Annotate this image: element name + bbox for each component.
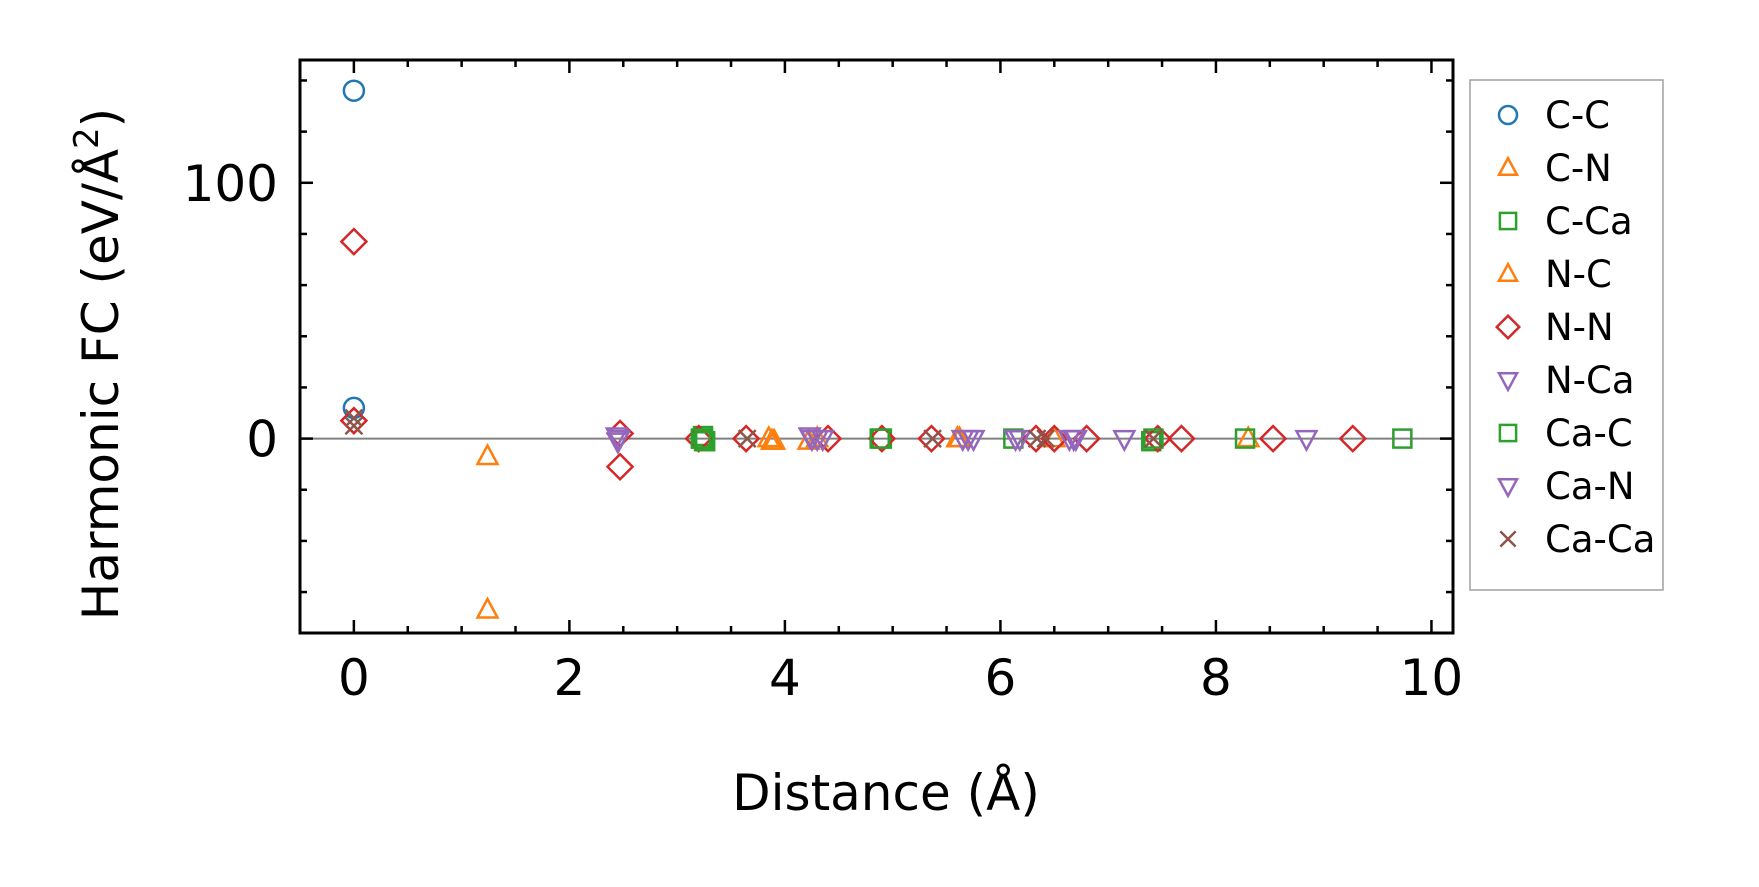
- data-point-n-n: [867, 424, 897, 453]
- data-point-ca-ca: [1036, 429, 1056, 448]
- legend-label-n-ca: N-Ca: [1545, 359, 1635, 402]
- data-point-ca-n: [1294, 429, 1319, 453]
- data-point-c-n: [475, 596, 500, 619]
- data-point-c-c: [342, 79, 366, 102]
- y-axis-label: Harmonic FC (eV/Å2): [67, 108, 130, 620]
- data-point-ca-ca: [737, 429, 757, 448]
- data-point-n-c: [762, 427, 787, 450]
- data-point-ca-ca: [344, 408, 364, 428]
- data-point-n-n: [1167, 424, 1196, 453]
- data-point-n-n: [917, 424, 946, 453]
- plot-border: [298, 58, 1455, 635]
- legend-marker-c-c: [1497, 104, 1519, 126]
- legend-marker-n-n: [1494, 313, 1522, 341]
- data-point-n-n: [1338, 424, 1368, 453]
- x-tick-label: 0: [338, 649, 370, 707]
- ticks-layer: [300, 60, 1453, 633]
- data-point-n-c: [805, 424, 830, 448]
- data-point-ca-ca: [344, 416, 364, 436]
- legend-marker-ca-n: [1496, 478, 1520, 499]
- data-point-ca-ca: [923, 429, 942, 448]
- data-points-layer: [339, 79, 1413, 619]
- data-point-ca-c: [869, 428, 890, 449]
- legend-label-ca-n: Ca-N: [1545, 465, 1635, 508]
- data-point-n-n: [339, 406, 369, 435]
- data-point-c-ca: [1234, 428, 1256, 449]
- x-tick-label: 4: [769, 649, 801, 707]
- legend-label-ca-ca: Ca-Ca: [1545, 518, 1655, 561]
- legend-label-ca-c: Ca-C: [1545, 412, 1633, 455]
- data-point-ca-n: [1007, 429, 1032, 453]
- data-point-n-n: [731, 424, 761, 453]
- data-point-n-n: [1040, 424, 1069, 453]
- data-point-c-ca: [1392, 428, 1413, 449]
- y-axis-label-main: Harmonic FC (eV/Å: [72, 149, 130, 620]
- x-tick-label: 2: [553, 649, 585, 707]
- data-point-ca-n: [1061, 429, 1086, 453]
- x-axis-label: Distance (Å): [732, 764, 1040, 822]
- legend-label-c-n: C-N: [1545, 147, 1612, 190]
- data-point-ca-c: [693, 430, 715, 452]
- legend-marker-n-c: [1496, 261, 1520, 282]
- data-point-ca-n: [606, 429, 632, 453]
- data-point-n-n: [1258, 424, 1288, 453]
- legend-marker-ca-c: [1498, 423, 1518, 443]
- data-point-ca-n: [799, 429, 824, 453]
- x-tick-label: 8: [1200, 649, 1232, 707]
- legend-label-c-c: C-C: [1545, 94, 1610, 137]
- data-point-n-n: [339, 227, 369, 256]
- x-tick-label: 6: [985, 649, 1017, 707]
- plot-frame: [298, 58, 1455, 635]
- data-point-ca-ca: [1144, 429, 1163, 448]
- data-point-ca-c: [690, 428, 712, 449]
- legend-box: [1469, 79, 1664, 591]
- legend-label-n-c: N-C: [1545, 253, 1612, 296]
- data-point-c-n: [756, 424, 781, 448]
- data-point-n-n: [605, 452, 635, 481]
- data-point-ca-n: [955, 429, 981, 453]
- legend-label-n-n: N-N: [1545, 306, 1614, 349]
- data-point-c-n: [475, 442, 500, 466]
- y-axis-label-superscript: 2: [67, 127, 107, 149]
- legend: C-C C-N C-Ca N-C N-N N-Ca Ca-C Ca-N Ca-Ca: [1469, 79, 1664, 591]
- legend-label-c-ca: C-Ca: [1545, 200, 1633, 243]
- x-tick-label: 10: [1400, 649, 1464, 707]
- data-point-n-ca: [1112, 429, 1137, 453]
- legend-marker-ca-ca: [1499, 530, 1517, 548]
- data-point-ca-ca: [1027, 429, 1047, 448]
- y-axis-label-close: ): [72, 108, 130, 128]
- legend-marker-c-ca: [1498, 211, 1518, 231]
- y-tick-label: 100: [183, 155, 278, 213]
- legend-marker-c-n: [1496, 155, 1520, 176]
- legend-marker-n-ca: [1496, 372, 1520, 393]
- data-point-ca-c: [1143, 428, 1164, 449]
- y-tick-label: 0: [246, 411, 278, 469]
